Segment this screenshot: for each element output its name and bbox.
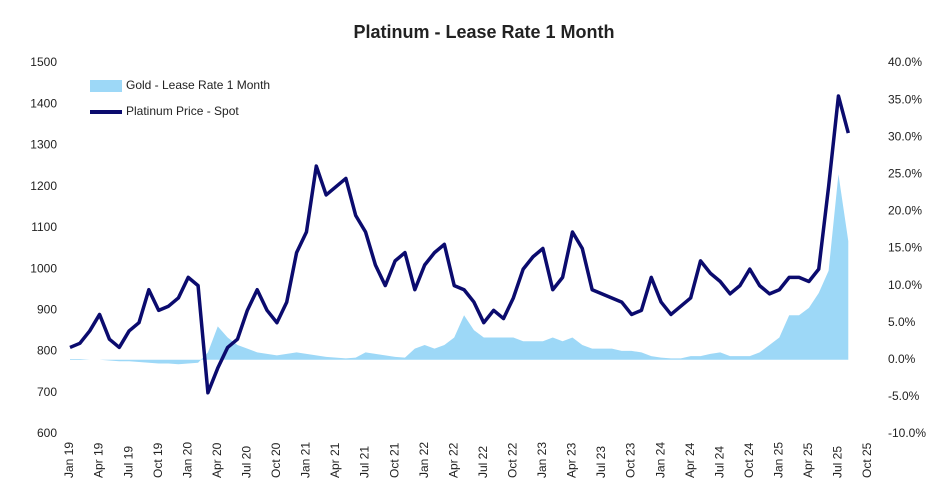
x-tick-label: Jan 22 (417, 442, 431, 478)
legend-swatch (90, 80, 122, 92)
y-tick-label: 1500 (30, 55, 57, 69)
x-tick-label: Jul 20 (240, 446, 254, 478)
x-tick-label: Oct 23 (624, 442, 638, 478)
x-tick-label: Oct 22 (506, 442, 520, 478)
x-tick-label: Jul 22 (476, 446, 490, 478)
y2-tick-label: 10.0% (888, 278, 922, 292)
y2-tick-label: 40.0% (888, 55, 922, 69)
x-tick-label: Jan 19 (62, 442, 76, 478)
x-tick-label: Jan 23 (535, 442, 549, 478)
area (70, 174, 849, 365)
x-tick-label: Oct 19 (151, 442, 165, 478)
y-tick-label: 1400 (30, 96, 57, 110)
x-tick-label: Jul 24 (712, 446, 726, 478)
y2-tick-label: 35.0% (888, 92, 922, 106)
x-tick-label: Apr 24 (683, 442, 697, 478)
x-tick-label: Jan 24 (653, 442, 667, 478)
y2-tick-label: 0.0% (888, 352, 916, 366)
y2-tick-label: -5.0% (888, 389, 920, 403)
x-tick-label: Oct 21 (387, 442, 401, 478)
x-tick-label: Jul 25 (831, 446, 845, 478)
x-tick-label: Jul 21 (358, 446, 372, 478)
x-tick-label: Jan 25 (772, 442, 786, 478)
x-tick-label: Apr 25 (801, 442, 815, 478)
y2-tick-label: 30.0% (888, 129, 922, 143)
y-tick-label: 1000 (30, 261, 57, 275)
chart-title: Platinum - Lease Rate 1 Month (353, 22, 614, 42)
y-tick-label: 700 (37, 385, 57, 399)
y2-tick-label: -10.0% (888, 426, 926, 440)
y-tick-label: 1200 (30, 179, 57, 193)
x-tick-label: Apr 22 (446, 442, 460, 478)
x-tick-label: Jan 21 (299, 442, 313, 478)
legend-label: Platinum Price - Spot (126, 104, 239, 118)
x-tick-label: Jul 23 (594, 446, 608, 478)
legend-label: Gold - Lease Rate 1 Month (126, 78, 270, 92)
y2-tick-label: 5.0% (888, 315, 916, 329)
y-tick-label: 1100 (31, 220, 57, 234)
x-tick-label: Jan 20 (180, 442, 194, 478)
y2-tick-label: 20.0% (888, 204, 922, 218)
x-tick-label: Oct 24 (742, 442, 756, 478)
y-tick-label: 800 (37, 344, 57, 358)
y-tick-label: 900 (37, 303, 57, 317)
x-tick-label: Oct 20 (269, 442, 283, 478)
x-tick-label: Apr 23 (565, 442, 579, 478)
y-tick-label: 600 (37, 426, 57, 440)
x-tick-label: Oct 25 (860, 442, 874, 478)
x-tick-label: Apr 20 (210, 442, 224, 478)
line (69, 94, 850, 395)
x-tick-label: Jul 19 (121, 446, 135, 478)
y-tick-label: 1300 (30, 138, 57, 152)
x-tick-label: Apr 19 (92, 442, 106, 478)
x-tick-label: Apr 21 (328, 442, 342, 478)
y2-tick-label: 25.0% (888, 166, 922, 180)
y2-tick-label: 15.0% (888, 241, 922, 255)
